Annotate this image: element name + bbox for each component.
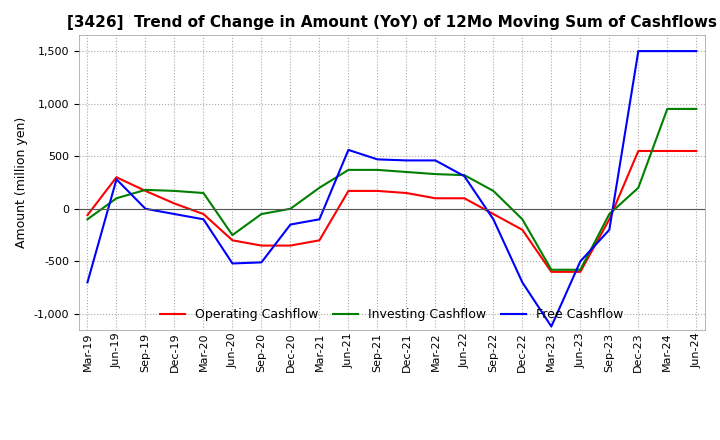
Investing Cashflow — [576, 267, 585, 272]
Free Cashflow — [344, 147, 353, 153]
Operating Cashflow — [344, 188, 353, 194]
Investing Cashflow — [489, 188, 498, 194]
Free Cashflow — [460, 173, 469, 179]
Legend: Operating Cashflow, Investing Cashflow, Free Cashflow: Operating Cashflow, Investing Cashflow, … — [155, 303, 629, 326]
Free Cashflow — [547, 324, 556, 329]
Free Cashflow — [315, 216, 324, 222]
Operating Cashflow — [402, 191, 410, 196]
Operating Cashflow — [83, 213, 91, 218]
Investing Cashflow — [692, 106, 701, 112]
Operating Cashflow — [663, 148, 672, 154]
Operating Cashflow — [547, 269, 556, 275]
Investing Cashflow — [460, 172, 469, 178]
Operating Cashflow — [141, 188, 150, 194]
Investing Cashflow — [373, 167, 382, 172]
Operating Cashflow — [228, 238, 237, 243]
Free Cashflow — [431, 158, 440, 163]
Free Cashflow — [692, 48, 701, 54]
Operating Cashflow — [692, 148, 701, 154]
Investing Cashflow — [344, 167, 353, 172]
Free Cashflow — [170, 211, 179, 216]
Operating Cashflow — [576, 269, 585, 275]
Operating Cashflow — [373, 188, 382, 194]
Investing Cashflow — [112, 196, 121, 201]
Investing Cashflow — [634, 185, 643, 191]
Investing Cashflow — [228, 232, 237, 238]
Investing Cashflow — [141, 187, 150, 193]
Investing Cashflow — [257, 211, 266, 216]
Free Cashflow — [518, 280, 526, 285]
Operating Cashflow — [634, 148, 643, 154]
Operating Cashflow — [431, 196, 440, 201]
Free Cashflow — [141, 206, 150, 212]
Investing Cashflow — [663, 106, 672, 112]
Investing Cashflow — [547, 267, 556, 272]
Y-axis label: Amount (million yen): Amount (million yen) — [15, 117, 28, 248]
Operating Cashflow — [315, 238, 324, 243]
Investing Cashflow — [605, 211, 613, 216]
Free Cashflow — [605, 227, 613, 232]
Investing Cashflow — [431, 172, 440, 177]
Free Cashflow — [373, 157, 382, 162]
Investing Cashflow — [199, 191, 208, 196]
Free Cashflow — [228, 261, 237, 266]
Line: Free Cashflow: Free Cashflow — [87, 51, 696, 326]
Free Cashflow — [402, 158, 410, 163]
Line: Operating Cashflow: Operating Cashflow — [87, 151, 696, 272]
Free Cashflow — [199, 216, 208, 222]
Free Cashflow — [576, 259, 585, 264]
Operating Cashflow — [518, 227, 526, 232]
Operating Cashflow — [112, 175, 121, 180]
Operating Cashflow — [460, 196, 469, 201]
Investing Cashflow — [170, 188, 179, 194]
Operating Cashflow — [286, 243, 294, 248]
Investing Cashflow — [402, 169, 410, 175]
Title: [3426]  Trend of Change in Amount (YoY) of 12Mo Moving Sum of Cashflows: [3426] Trend of Change in Amount (YoY) o… — [67, 15, 717, 30]
Free Cashflow — [634, 48, 643, 54]
Operating Cashflow — [170, 201, 179, 206]
Operating Cashflow — [489, 211, 498, 216]
Free Cashflow — [286, 222, 294, 227]
Free Cashflow — [663, 48, 672, 54]
Investing Cashflow — [286, 206, 294, 212]
Operating Cashflow — [199, 211, 208, 216]
Free Cashflow — [489, 216, 498, 222]
Investing Cashflow — [315, 185, 324, 191]
Investing Cashflow — [518, 216, 526, 222]
Free Cashflow — [112, 177, 121, 182]
Operating Cashflow — [605, 216, 613, 222]
Line: Investing Cashflow: Investing Cashflow — [87, 109, 696, 270]
Free Cashflow — [257, 260, 266, 265]
Investing Cashflow — [83, 216, 91, 222]
Operating Cashflow — [257, 243, 266, 248]
Free Cashflow — [83, 280, 91, 285]
